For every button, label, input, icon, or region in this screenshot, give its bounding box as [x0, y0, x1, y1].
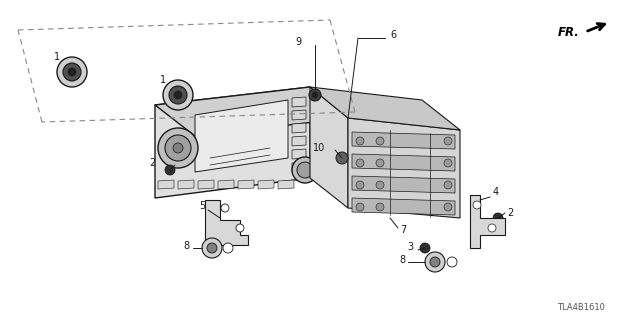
Polygon shape — [348, 118, 460, 218]
Circle shape — [493, 213, 503, 223]
Circle shape — [376, 137, 384, 145]
Polygon shape — [292, 149, 306, 159]
Circle shape — [169, 86, 187, 104]
Polygon shape — [292, 136, 306, 146]
Circle shape — [444, 159, 452, 167]
Text: 9: 9 — [296, 37, 302, 47]
Text: 8: 8 — [184, 241, 190, 251]
Circle shape — [447, 257, 457, 267]
Text: 5: 5 — [199, 201, 205, 211]
Text: 6: 6 — [390, 30, 396, 40]
Polygon shape — [352, 154, 455, 171]
Circle shape — [292, 157, 318, 183]
Circle shape — [223, 243, 233, 253]
Polygon shape — [198, 180, 214, 189]
Circle shape — [297, 162, 313, 178]
Polygon shape — [258, 180, 274, 189]
Polygon shape — [238, 180, 254, 189]
Circle shape — [221, 204, 229, 212]
Circle shape — [336, 152, 348, 164]
Polygon shape — [292, 110, 306, 120]
Circle shape — [444, 137, 452, 145]
Polygon shape — [158, 180, 174, 189]
Text: 3: 3 — [407, 242, 413, 252]
Polygon shape — [352, 198, 455, 215]
Circle shape — [165, 135, 191, 161]
Circle shape — [63, 63, 81, 81]
Polygon shape — [470, 195, 505, 248]
Text: 2: 2 — [148, 158, 155, 168]
Circle shape — [312, 92, 318, 98]
Text: 10: 10 — [313, 143, 325, 153]
Circle shape — [488, 224, 496, 232]
Circle shape — [165, 165, 175, 175]
Polygon shape — [292, 97, 306, 107]
Text: 8: 8 — [399, 255, 405, 265]
Circle shape — [356, 181, 364, 189]
Polygon shape — [292, 123, 306, 133]
Circle shape — [356, 137, 364, 145]
Text: 1: 1 — [160, 75, 166, 85]
Circle shape — [236, 224, 244, 232]
Circle shape — [420, 243, 430, 253]
Circle shape — [202, 238, 222, 258]
Circle shape — [473, 201, 481, 209]
Circle shape — [68, 68, 76, 76]
Circle shape — [158, 128, 198, 168]
Circle shape — [376, 181, 384, 189]
Text: 2: 2 — [507, 208, 513, 218]
Circle shape — [207, 243, 217, 253]
Polygon shape — [278, 180, 294, 189]
Polygon shape — [218, 180, 234, 189]
Text: TLA4B1610: TLA4B1610 — [557, 303, 605, 313]
Circle shape — [57, 57, 87, 87]
Polygon shape — [352, 132, 455, 149]
Polygon shape — [205, 200, 248, 245]
Circle shape — [309, 89, 321, 101]
Polygon shape — [352, 176, 455, 193]
Text: FR.: FR. — [558, 26, 580, 38]
Circle shape — [174, 91, 182, 99]
Circle shape — [356, 159, 364, 167]
Polygon shape — [195, 100, 288, 172]
Polygon shape — [310, 87, 348, 208]
Circle shape — [444, 203, 452, 211]
Polygon shape — [155, 87, 310, 198]
Polygon shape — [310, 87, 460, 130]
Circle shape — [444, 181, 452, 189]
Circle shape — [356, 203, 364, 211]
Circle shape — [430, 257, 440, 267]
Circle shape — [376, 159, 384, 167]
Polygon shape — [155, 87, 348, 136]
Circle shape — [173, 143, 183, 153]
Polygon shape — [292, 162, 306, 172]
Circle shape — [376, 203, 384, 211]
Circle shape — [163, 80, 193, 110]
Text: 4: 4 — [493, 187, 499, 197]
Polygon shape — [178, 180, 194, 189]
Text: 7: 7 — [400, 225, 406, 235]
Text: 1: 1 — [54, 52, 60, 62]
Circle shape — [425, 252, 445, 272]
